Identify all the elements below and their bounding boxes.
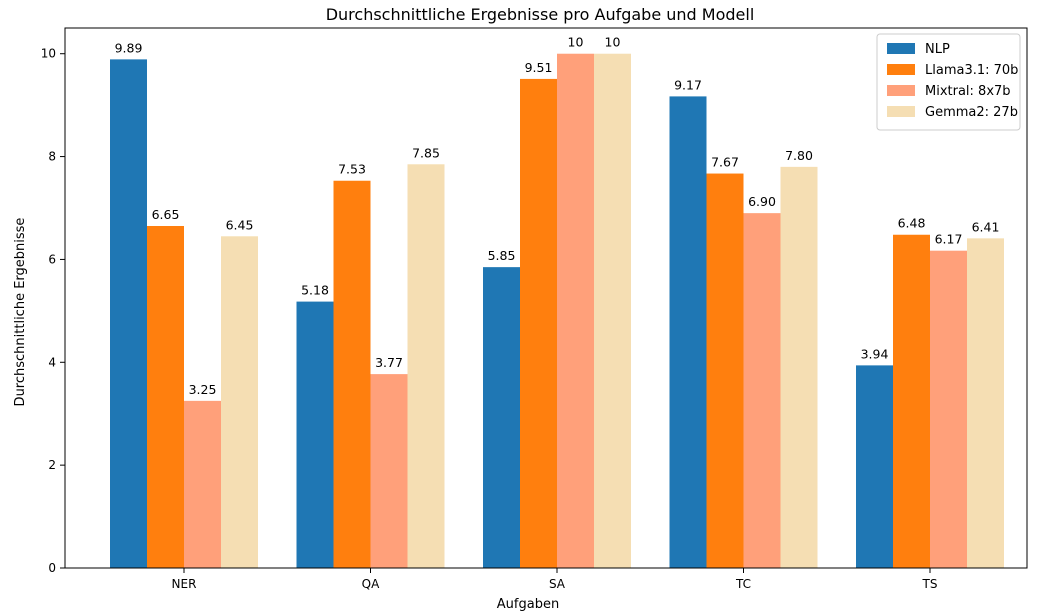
bar-sa-series-4 [594, 53, 631, 568]
bars-group [110, 53, 1004, 569]
bar-tc-series-4 [780, 166, 818, 568]
bar-sa-series-1 [483, 267, 520, 568]
y-tick-label: 4 [48, 355, 56, 369]
data-label-ts-series-3: 6.17 [935, 232, 963, 247]
data-label-sa-series-1: 5.85 [488, 248, 516, 263]
data-label-sa-series-4: 10 [605, 35, 621, 50]
x-tick-label-qa: QA [362, 577, 380, 591]
legend-swatch-2 [887, 64, 915, 75]
bar-ner-series-3 [184, 400, 221, 568]
bar-ts-series-1 [856, 365, 893, 568]
bar-sa-series-3 [557, 53, 594, 568]
y-tick-label: 0 [48, 561, 56, 575]
bar-qa-series-2 [333, 180, 371, 568]
y-tick-label: 6 [48, 252, 56, 266]
y-tick-label: 10 [41, 47, 56, 61]
data-label-sa-series-3: 10 [568, 35, 584, 50]
data-label-ner-series-4: 6.45 [226, 217, 254, 232]
data-label-ts-series-2: 6.48 [898, 216, 926, 231]
legend-swatch-4 [887, 106, 915, 117]
data-label-tc-series-4: 7.80 [785, 148, 813, 163]
x-tick-label-tc: TC [735, 577, 751, 591]
legend-entry-1: NLP [925, 42, 950, 57]
legend-entry-3: Mixtral: 8x7b [925, 84, 1011, 99]
x-tick-label-ts: TS [922, 577, 938, 591]
axes-group: 0 2 4 6 8 10 NER QA SA TC TS [41, 27, 1028, 591]
legend-swatch-1 [887, 43, 915, 54]
legend: NLP Llama3.1: 70b Mixtral: 8x7b Gemma2: 27b [876, 33, 1021, 131]
data-label-sa-series-2: 9.51 [525, 60, 553, 75]
data-label-qa-series-2: 7.53 [338, 162, 366, 177]
data-label-ner-series-3: 3.25 [189, 382, 217, 397]
data-label-ts-series-4: 6.41 [972, 219, 1000, 234]
data-label-qa-series-4: 7.85 [412, 145, 440, 160]
x-tick-label-ner: NER [172, 577, 197, 591]
bar-ts-series-3 [930, 250, 967, 568]
y-axis-label: Durchschnittliche Ergebnisse [13, 218, 28, 407]
data-label-ts-series-1: 3.94 [861, 346, 889, 361]
y-tick-label: 8 [48, 150, 56, 164]
x-axis-label: Aufgaben [497, 597, 559, 612]
bar-ts-series-2 [893, 234, 930, 568]
x-tick-label-sa: SA [549, 577, 566, 591]
data-label-tc-series-1: 9.17 [674, 77, 702, 92]
data-label-tc-series-2: 7.67 [711, 155, 739, 170]
data-label-qa-series-1: 5.18 [301, 283, 329, 298]
legend-entry-2: Llama3.1: 70b [925, 63, 1018, 78]
plot-frame [64, 27, 1028, 569]
bar-tc-series-3 [743, 213, 781, 568]
data-label-tc-series-3: 6.90 [748, 194, 776, 209]
bar-qa-series-4 [407, 164, 445, 569]
bar-ner-series-4 [221, 236, 258, 569]
bar-ts-series-4 [967, 238, 1004, 569]
bar-qa-series-3 [370, 374, 408, 568]
chart-title: Durchschnittliche Ergebnisse pro Aufgabe… [326, 5, 755, 24]
bar-ner-series-1 [110, 59, 147, 568]
bar-qa-series-1 [296, 301, 334, 568]
data-labels-group: 9.89 5.18 5.85 9.17 3.94 6.65 7.53 9.51 7.67 6.48… [115, 35, 1000, 397]
bar-sa-series-2 [520, 78, 557, 569]
data-label-qa-series-3: 3.77 [375, 355, 403, 370]
data-label-ner-series-1: 9.89 [115, 40, 143, 55]
bar-tc-series-2 [706, 173, 744, 569]
legend-swatch-3 [887, 85, 915, 96]
y-tick-label: 2 [48, 458, 56, 472]
legend-entry-4: Gemma2: 27b [925, 105, 1018, 120]
bar-ner-series-2 [147, 226, 184, 568]
bar-tc-series-1 [669, 96, 707, 569]
data-label-ner-series-2: 6.65 [152, 207, 180, 222]
